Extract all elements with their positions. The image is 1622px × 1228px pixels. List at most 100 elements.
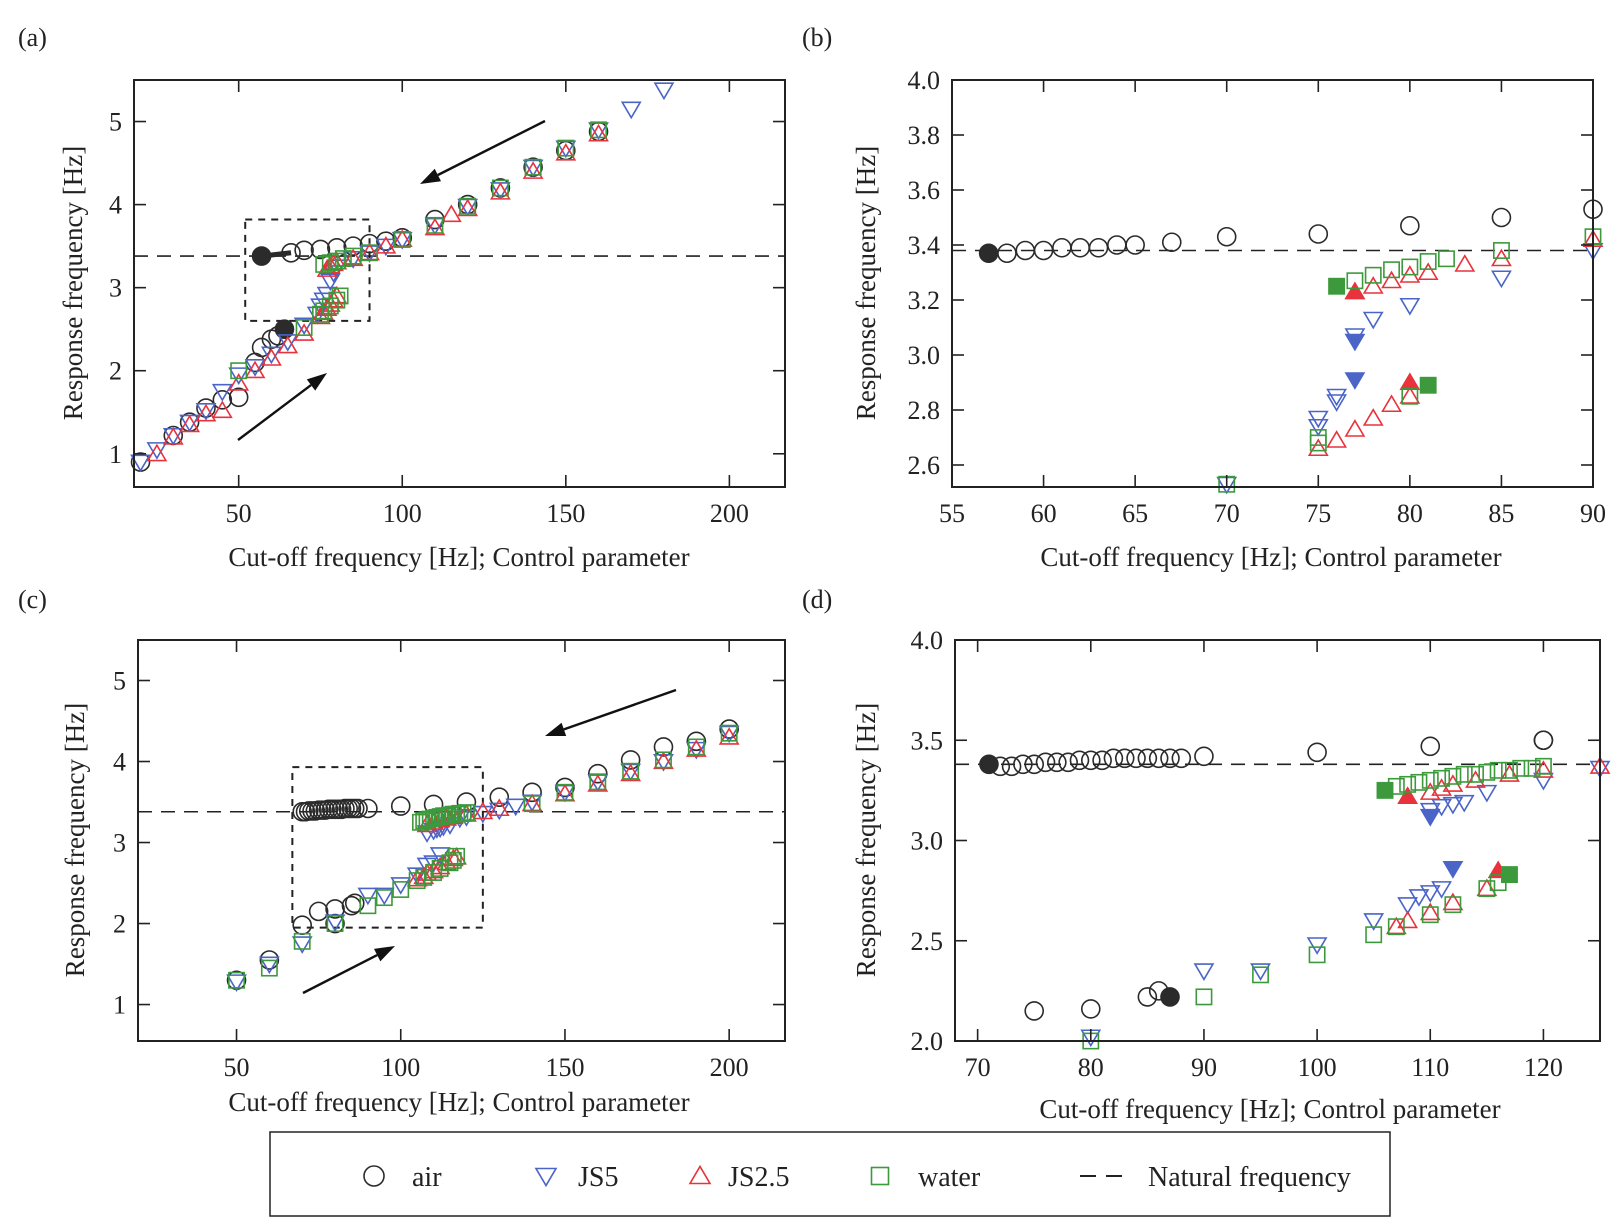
y-tick-label: 2	[113, 910, 126, 939]
data-point	[230, 362, 248, 380]
data-point	[1401, 387, 1419, 405]
data-point-filled	[1501, 866, 1518, 884]
data-point	[1250, 963, 1271, 981]
data-point	[1499, 764, 1520, 782]
data-point	[1417, 262, 1439, 281]
x-tick-label: 150	[546, 499, 585, 528]
data-point	[1534, 757, 1552, 775]
data-point	[428, 808, 446, 826]
data-point	[1363, 913, 1385, 931]
y-tick-label: 3	[109, 274, 122, 303]
data-point	[1399, 297, 1421, 316]
data-point	[331, 287, 349, 305]
series-water-b	[1218, 228, 1602, 493]
data-point	[277, 334, 299, 352]
data-point	[620, 750, 641, 770]
legend-label: Natural frequency	[1148, 1162, 1351, 1193]
data-point	[457, 198, 479, 217]
data-point	[488, 802, 510, 821]
x-tick-label: 200	[710, 1053, 749, 1082]
data-point	[228, 367, 250, 385]
x-tick-label: 50	[226, 499, 252, 528]
panel-b: (b) 55 60 65 70 75 80 85 90 2.6 2.8 3.0 3.2 3.4 3.6 3.…	[802, 23, 1606, 572]
legend-item-water: water	[870, 1162, 981, 1193]
data-point	[1442, 796, 1464, 815]
data-point	[1421, 771, 1439, 789]
data-point	[321, 297, 339, 315]
data-point	[1326, 388, 1347, 407]
data-point	[685, 741, 707, 760]
data-point	[328, 252, 346, 270]
legend-marker-icon	[363, 1165, 385, 1187]
data-point	[1385, 916, 1407, 935]
data-point	[293, 317, 315, 336]
data-point	[130, 454, 151, 473]
legend-frame	[269, 1131, 1391, 1217]
x-tick-label: 70	[965, 1053, 991, 1082]
data-point	[408, 872, 426, 890]
data-point	[1420, 736, 1441, 757]
data-point	[1195, 988, 1213, 1006]
x-tick-label: 70	[1214, 499, 1240, 528]
data-point	[1344, 419, 1366, 437]
data-point	[391, 229, 413, 248]
trend-arrow	[302, 946, 395, 995]
trend-arrow	[545, 688, 677, 736]
series-air-d	[979, 730, 1554, 1021]
data-point	[359, 242, 380, 261]
data-point	[1326, 394, 1347, 412]
data-point	[1444, 896, 1462, 914]
data-point-filled	[1328, 277, 1346, 295]
data-point	[415, 868, 433, 886]
x-tick-label: 85	[1488, 499, 1514, 528]
data-point	[418, 811, 436, 829]
x-tick-label: 100	[383, 499, 422, 528]
data-point	[1069, 750, 1090, 771]
y-axis-title-d: Response frequency [Hz]	[851, 703, 881, 977]
data-point	[326, 915, 344, 932]
data-point	[1126, 748, 1146, 769]
data-point	[373, 887, 395, 906]
data-point	[521, 793, 543, 812]
data-point	[687, 738, 705, 756]
data-point	[1364, 266, 1382, 284]
data-point	[1307, 418, 1329, 437]
data-point	[344, 247, 362, 265]
data-point	[258, 956, 280, 975]
data-point	[315, 255, 333, 273]
y-axis-title-b: Response frequency [Hz]	[851, 146, 881, 420]
data-point	[1453, 794, 1475, 813]
data-point-filled	[979, 754, 999, 775]
data-point	[1362, 311, 1384, 330]
data-point	[292, 915, 313, 935]
data-point	[1070, 237, 1090, 258]
data-point	[620, 101, 642, 120]
y-tick-label: 2.0	[911, 1027, 944, 1056]
data-point	[1501, 761, 1518, 779]
data-point	[334, 250, 352, 268]
data-point	[1431, 881, 1452, 899]
data-point	[1306, 937, 1328, 955]
data-point	[425, 864, 443, 881]
data-point	[587, 774, 609, 792]
data-point	[686, 731, 707, 752]
data-point	[1399, 386, 1421, 404]
y-tick-label: 3.2	[908, 286, 941, 315]
data-point	[1035, 752, 1056, 773]
data-point	[1171, 748, 1192, 769]
data-point	[344, 893, 365, 914]
plot-frame-a	[133, 79, 786, 488]
data-point	[423, 855, 444, 873]
data-point	[1362, 276, 1384, 294]
data-point	[1307, 410, 1329, 429]
data-point	[1252, 966, 1269, 984]
data-point	[448, 847, 466, 865]
data-point	[1193, 963, 1215, 981]
data-point	[555, 142, 577, 161]
data-point	[1013, 754, 1033, 775]
data-point	[325, 899, 345, 919]
y-tick-label: 3.4	[908, 231, 941, 260]
x-tick-label: 110	[1411, 1053, 1449, 1082]
data-point	[375, 238, 397, 257]
data-point	[1088, 237, 1109, 258]
